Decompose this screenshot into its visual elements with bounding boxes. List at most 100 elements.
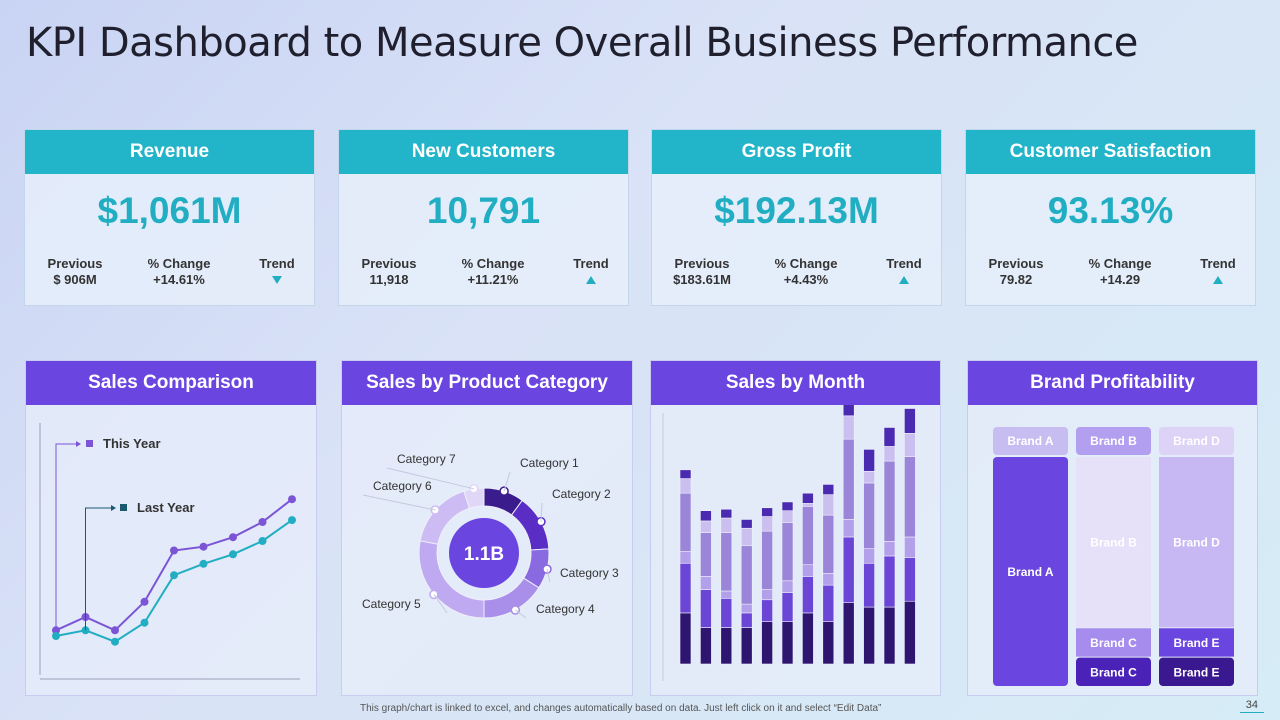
bar-segment: [842, 519, 855, 538]
bar-segment: [842, 536, 855, 603]
bar-segment: [904, 536, 916, 558]
bar-segment: [740, 627, 753, 665]
brand-header: [993, 427, 1068, 455]
bar-segment: [761, 516, 773, 532]
kpi-value: $1,061M: [97, 190, 242, 231]
bar-segment: [883, 606, 896, 665]
kpi-card-new-customers: New Customers 10,791 Previous 11,918 % Ch…: [338, 129, 629, 306]
brand-header-label: Brand B: [1090, 434, 1137, 448]
bar-segment: [904, 600, 916, 665]
bar-segment: [740, 527, 753, 547]
data-point: [229, 550, 237, 559]
bar-segment: [904, 433, 916, 457]
bar-segment: [761, 530, 773, 590]
bar-segment: [802, 492, 814, 504]
legend-swatch: [120, 504, 127, 511]
change-value: +14.29: [1099, 272, 1141, 287]
bar-segment: [781, 501, 794, 512]
brand-segment-label: Brand E: [1173, 665, 1219, 679]
previous-label: Previous: [674, 256, 730, 271]
leader-line: [362, 494, 436, 511]
donut-center-label: 1.1B: [464, 544, 504, 565]
slice-marker: [429, 589, 439, 600]
brand-segment-label: Brand C: [1090, 636, 1137, 650]
bar-segment: [679, 492, 692, 552]
bar-segment: [883, 541, 896, 557]
bar-segment: [863, 449, 875, 472]
brand-segment-label: Brand D: [1173, 536, 1220, 550]
kpi-title: Customer Satisfaction: [966, 130, 1255, 174]
legend-arrow: [76, 441, 81, 447]
data-point: [288, 495, 296, 504]
brand-segment-label: Brand C: [1090, 665, 1137, 679]
bar-segment: [822, 494, 835, 516]
bar-segment: [781, 510, 794, 523]
bar-segment: [679, 478, 692, 494]
data-point: [140, 618, 149, 627]
bar-segment: [761, 589, 773, 601]
brand-header-label: Brand A: [1007, 434, 1054, 448]
bar-segment: [679, 562, 692, 614]
slice-label: Category 1: [520, 456, 579, 470]
data-point: [170, 571, 178, 580]
leader-line: [515, 609, 527, 619]
legend-swatch: [86, 440, 93, 447]
trend-down-icon: [272, 276, 282, 284]
bar-segment: [842, 415, 855, 440]
bar-segment: [740, 545, 753, 605]
bar-segment: [700, 520, 712, 533]
data-point: [258, 537, 267, 545]
kpi-title: Revenue: [25, 130, 314, 174]
legend-label: This Year: [103, 436, 161, 451]
previous-label: Previous: [988, 256, 1044, 271]
data-point: [170, 546, 178, 555]
bar-segment: [761, 621, 773, 665]
kpi-value: 10,791: [426, 190, 541, 231]
bar-segment: [842, 405, 855, 417]
bar-segment: [822, 621, 835, 665]
brand-segment: [993, 457, 1068, 686]
series-line-this-year: [55, 498, 293, 632]
kpi-value: 93.13%: [1047, 190, 1174, 231]
previous-value: 11,918: [369, 272, 409, 287]
bar-segment: [863, 548, 875, 564]
data-point: [199, 559, 208, 568]
change-value: +11.21%: [467, 272, 519, 287]
bar-segment: [740, 603, 753, 614]
panel-sales-comparison: Sales Comparison This Year Last Year: [25, 360, 317, 696]
data-point: [111, 626, 119, 635]
series-line-last-year: [55, 519, 293, 643]
slice-marker: [499, 486, 509, 496]
data-point: [199, 542, 208, 551]
bar-segment: [720, 517, 733, 533]
bar-segment: [761, 599, 773, 622]
change-label: % Change: [461, 256, 525, 271]
panel-sales-by-month: Sales by Month: [650, 360, 941, 696]
trend-up-icon: [1213, 276, 1223, 284]
bar-segment: [863, 482, 875, 549]
bar-segment: [781, 580, 794, 593]
slice-marker: [469, 484, 479, 494]
bar-segment: [700, 589, 712, 628]
kpi-value: $192.13M: [714, 190, 879, 231]
bar-segment: [904, 408, 916, 434]
bar-segment: [822, 514, 835, 574]
slice-label: Category 5: [362, 597, 421, 611]
bar-segment: [679, 612, 692, 665]
bar-segment: [822, 584, 835, 622]
trend-label: Trend: [886, 256, 922, 271]
panel-sales-by-category: Sales by Product Category Category 1 Cate…: [341, 360, 633, 696]
bar-segment: [720, 627, 733, 665]
bar-segment: [740, 519, 753, 529]
leader-line: [546, 569, 551, 583]
previous-value: $ 906M: [53, 272, 97, 287]
trend-up-icon: [586, 276, 596, 284]
page-number: 34: [1239, 699, 1264, 713]
bar-segment: [863, 606, 875, 665]
bar-segment: [781, 592, 794, 622]
trend-label: Trend: [1200, 256, 1236, 271]
bar-segment: [842, 438, 855, 520]
bar-segment: [740, 612, 753, 628]
bar-segment: [904, 456, 916, 538]
footer-note: This graph/chart is linked to excel, and…: [360, 703, 882, 714]
